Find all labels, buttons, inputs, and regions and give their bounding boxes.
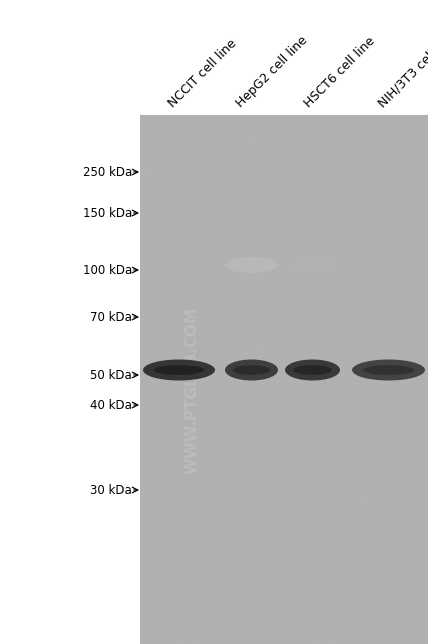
Text: NIH/3T3 cell line: NIH/3T3 cell line (376, 28, 428, 110)
Ellipse shape (225, 257, 278, 273)
Ellipse shape (352, 359, 425, 381)
Text: NCCIT cell line: NCCIT cell line (166, 37, 239, 110)
Text: HSCT6 cell line: HSCT6 cell line (302, 34, 377, 110)
Ellipse shape (154, 365, 204, 375)
Text: 50 kDa: 50 kDa (90, 368, 132, 381)
Text: 40 kDa: 40 kDa (90, 399, 132, 412)
Text: 100 kDa: 100 kDa (83, 263, 132, 276)
Ellipse shape (225, 359, 278, 381)
Text: HepG2 cell line: HepG2 cell line (234, 33, 310, 110)
Text: 30 kDa: 30 kDa (90, 484, 132, 497)
Ellipse shape (233, 365, 270, 375)
Ellipse shape (285, 359, 340, 381)
Ellipse shape (363, 365, 414, 375)
Ellipse shape (143, 359, 215, 381)
Bar (140, 115, 428, 644)
Text: 70 kDa: 70 kDa (90, 310, 132, 323)
Ellipse shape (293, 365, 332, 375)
Text: WWW.PTGLAB.COM: WWW.PTGLAB.COM (184, 307, 199, 473)
Text: 250 kDa: 250 kDa (83, 166, 132, 178)
Text: 150 kDa: 150 kDa (83, 207, 132, 220)
Ellipse shape (290, 257, 335, 273)
